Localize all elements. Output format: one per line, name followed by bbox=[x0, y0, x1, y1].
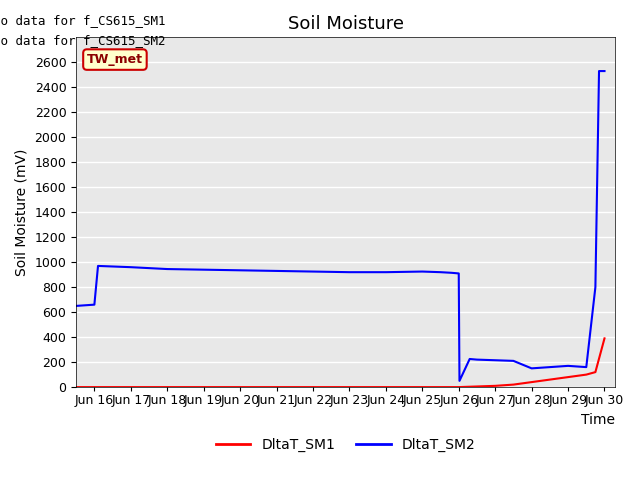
DltaT_SM1 bbox=[528, 379, 536, 385]
DltaT_SM1 bbox=[492, 383, 499, 389]
DltaT_SM2 bbox=[419, 269, 426, 275]
DltaT_SM2 bbox=[127, 264, 134, 270]
Legend: DltaT_SM1, DltaT_SM2: DltaT_SM1, DltaT_SM2 bbox=[210, 432, 481, 457]
DltaT_SM2 bbox=[546, 364, 554, 370]
DltaT_SM2 bbox=[94, 263, 102, 269]
DltaT_SM2 bbox=[492, 358, 499, 363]
DltaT_SM1 bbox=[601, 336, 609, 341]
Text: No data for f_CS615_SM1: No data for f_CS615_SM1 bbox=[0, 14, 166, 27]
Line: DltaT_SM2: DltaT_SM2 bbox=[76, 71, 605, 381]
Line: DltaT_SM1: DltaT_SM1 bbox=[76, 338, 605, 387]
DltaT_SM2 bbox=[564, 363, 572, 369]
DltaT_SM2 bbox=[236, 267, 244, 273]
DltaT_SM1 bbox=[546, 377, 554, 383]
DltaT_SM2 bbox=[595, 68, 603, 74]
DltaT_SM2 bbox=[473, 357, 481, 362]
DltaT_SM1 bbox=[564, 374, 572, 380]
DltaT_SM2 bbox=[72, 303, 80, 309]
DltaT_SM2 bbox=[382, 269, 390, 275]
DltaT_SM1 bbox=[447, 384, 455, 390]
DltaT_SM1 bbox=[455, 384, 463, 390]
DltaT_SM2 bbox=[309, 269, 317, 275]
DltaT_SM2 bbox=[466, 356, 474, 362]
DltaT_SM2 bbox=[163, 266, 171, 272]
DltaT_SM1 bbox=[509, 382, 517, 387]
Title: Soil Moisture: Soil Moisture bbox=[288, 15, 404, 33]
Text: TW_met: TW_met bbox=[87, 53, 143, 66]
DltaT_SM2 bbox=[273, 268, 280, 274]
DltaT_SM2 bbox=[591, 284, 599, 290]
DltaT_SM2 bbox=[436, 269, 444, 275]
X-axis label: Time: Time bbox=[581, 413, 616, 427]
DltaT_SM1 bbox=[582, 372, 590, 377]
Y-axis label: Soil Moisture (mV): Soil Moisture (mV) bbox=[15, 148, 29, 276]
DltaT_SM2 bbox=[447, 270, 455, 276]
DltaT_SM2 bbox=[346, 269, 353, 275]
DltaT_SM2 bbox=[601, 68, 609, 74]
DltaT_SM2 bbox=[455, 271, 463, 276]
DltaT_SM2 bbox=[528, 365, 536, 371]
DltaT_SM2 bbox=[456, 378, 463, 384]
DltaT_SM1 bbox=[591, 369, 599, 375]
DltaT_SM2 bbox=[200, 267, 207, 273]
DltaT_SM1 bbox=[473, 384, 481, 389]
DltaT_SM2 bbox=[582, 364, 590, 370]
DltaT_SM2 bbox=[90, 302, 98, 308]
Text: No data for f_CS615_SM2: No data for f_CS615_SM2 bbox=[0, 34, 166, 47]
DltaT_SM1 bbox=[72, 384, 80, 390]
DltaT_SM2 bbox=[509, 358, 517, 364]
